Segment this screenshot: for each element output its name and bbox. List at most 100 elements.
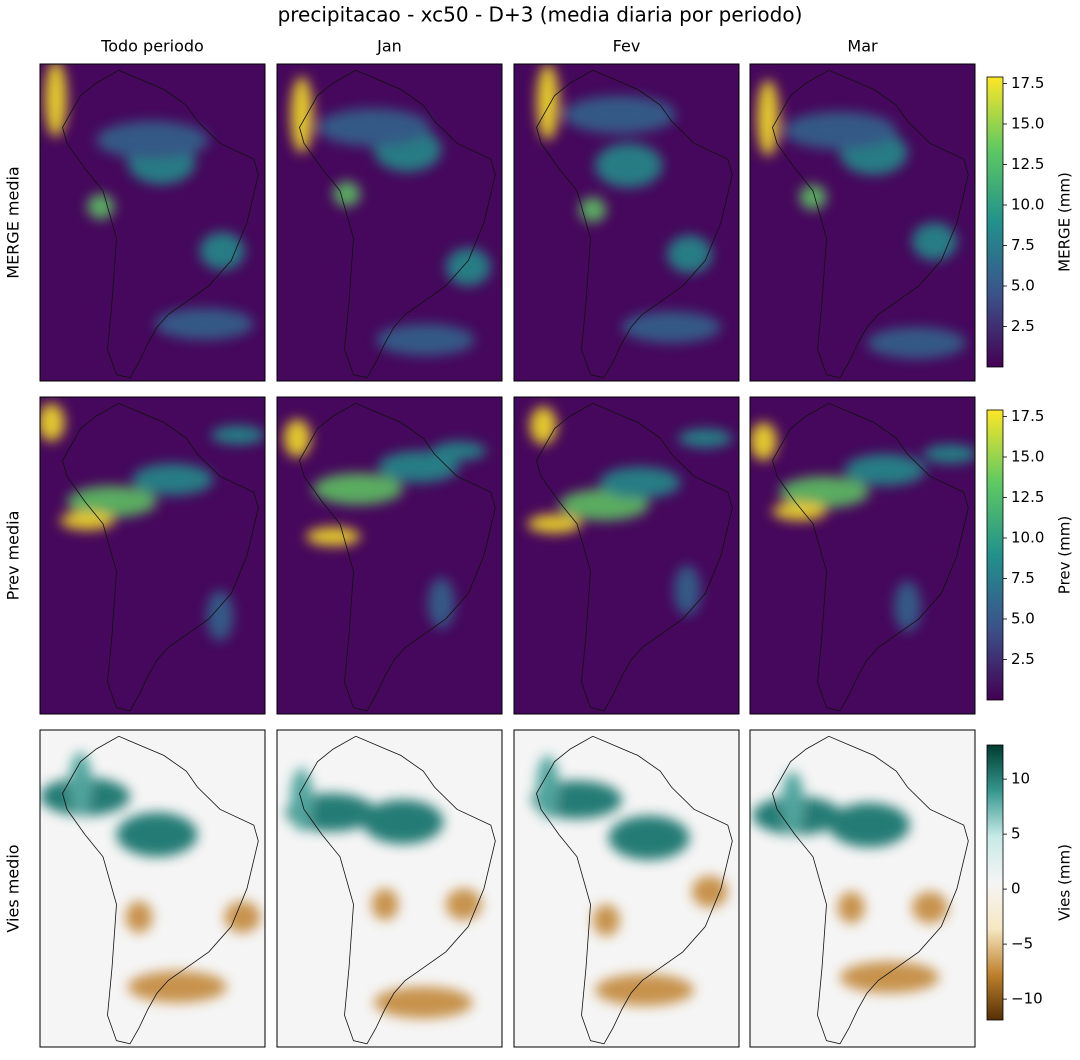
colorbar-tick-label: 7.5 xyxy=(1011,569,1035,587)
colorbar-tick-label: 12.5 xyxy=(1011,488,1044,506)
row-label: Vies medio xyxy=(4,844,23,932)
field-blobs xyxy=(40,752,261,1003)
map-field xyxy=(40,730,265,1047)
colorbar-tick-label: 5.0 xyxy=(1011,609,1035,627)
map-panel xyxy=(39,729,266,1048)
map-background xyxy=(750,730,975,1047)
field-blob xyxy=(445,247,491,286)
field-blob xyxy=(317,108,430,147)
field-blob xyxy=(371,888,399,921)
field-blob xyxy=(867,327,966,359)
coastline xyxy=(62,735,259,1045)
field-blobs xyxy=(40,403,265,642)
field-blobs xyxy=(752,771,948,994)
map-frame xyxy=(39,396,266,715)
field-blob xyxy=(678,428,733,448)
field-blob xyxy=(333,181,361,207)
map-panel xyxy=(513,396,740,715)
field-blob xyxy=(290,768,313,832)
field-blobs xyxy=(44,64,254,340)
field-blob xyxy=(779,476,870,508)
field-blob xyxy=(206,590,234,642)
field-blob xyxy=(445,888,482,921)
map-background xyxy=(514,397,739,714)
field-blob xyxy=(224,901,261,933)
column-title: Fev xyxy=(613,37,641,56)
field-blob xyxy=(536,755,559,819)
field-blobs xyxy=(286,768,482,1019)
field-blob xyxy=(844,454,926,486)
field-blob xyxy=(283,419,311,458)
map-frame xyxy=(513,396,740,715)
field-blob xyxy=(840,961,939,994)
map-field xyxy=(514,64,739,381)
coastline xyxy=(62,69,259,379)
map-field xyxy=(514,730,739,1047)
field-blob xyxy=(781,771,804,835)
field-blob xyxy=(673,565,701,616)
colorbar-tick-label: 5 xyxy=(1011,825,1021,843)
field-blobs xyxy=(536,64,721,343)
figure-title: precipitacao - xc50 - D+3 (media diaria … xyxy=(278,3,803,27)
map-frame xyxy=(513,729,740,1048)
field-blob xyxy=(527,514,582,534)
column-title: Jan xyxy=(376,37,402,56)
map-panel xyxy=(749,63,976,382)
field-blob xyxy=(837,891,865,924)
map-frame xyxy=(276,729,503,1048)
field-blobs xyxy=(283,419,487,629)
colorbar-label: MERGE (mm) xyxy=(1056,172,1074,272)
map-frame xyxy=(276,396,503,715)
field-blob xyxy=(563,95,676,134)
map-panel xyxy=(513,63,740,382)
colorbar-tick-label: 15.0 xyxy=(1011,114,1044,132)
colorbar-tick-label: 17.5 xyxy=(1011,407,1044,425)
field-blob xyxy=(132,463,214,496)
map-panel xyxy=(276,729,503,1048)
coastline xyxy=(772,402,969,712)
colorbar-label: Prev (mm) xyxy=(1056,516,1074,594)
field-blob xyxy=(923,444,975,464)
coastline xyxy=(62,402,259,712)
field-blob xyxy=(912,891,948,924)
field-blob xyxy=(290,76,313,153)
colorbar-label: Vies (mm) xyxy=(1056,844,1074,921)
colorbar-tick-label: 2.5 xyxy=(1011,317,1035,335)
map-panel xyxy=(513,729,740,1048)
map-panel xyxy=(39,396,266,715)
colorbar xyxy=(986,76,1004,368)
field-blob xyxy=(60,511,115,531)
colorbar-tick-label: 2.5 xyxy=(1011,650,1035,668)
coastline xyxy=(299,69,496,379)
field-blob xyxy=(127,970,227,1003)
field-blob xyxy=(211,425,265,445)
field-blob xyxy=(592,904,620,937)
field-blob xyxy=(667,235,712,274)
field-blob xyxy=(44,64,67,137)
coastline xyxy=(772,69,969,379)
field-blob xyxy=(536,64,559,141)
field-blob xyxy=(362,799,444,845)
map-field xyxy=(40,397,265,714)
field-blob xyxy=(154,308,254,340)
map-field xyxy=(514,397,739,714)
coastline xyxy=(299,402,496,712)
field-blob xyxy=(599,466,681,499)
field-blob xyxy=(116,812,198,857)
field-blob xyxy=(432,441,487,461)
column-title: Mar xyxy=(847,37,878,56)
field-blob xyxy=(595,143,663,188)
coastline xyxy=(536,402,733,712)
field-blobs xyxy=(290,76,491,356)
field-blob xyxy=(313,473,403,505)
field-blob xyxy=(894,580,921,632)
map-panel xyxy=(749,396,976,715)
field-blob xyxy=(427,577,455,629)
map-frame xyxy=(39,63,266,382)
colorbar-tick-label: 10.0 xyxy=(1011,195,1044,213)
field-blob xyxy=(96,121,209,160)
field-blob xyxy=(199,232,245,271)
map-frame xyxy=(39,729,266,1048)
colorbar-tick-label: 10.0 xyxy=(1011,528,1044,546)
field-blob xyxy=(799,184,827,210)
